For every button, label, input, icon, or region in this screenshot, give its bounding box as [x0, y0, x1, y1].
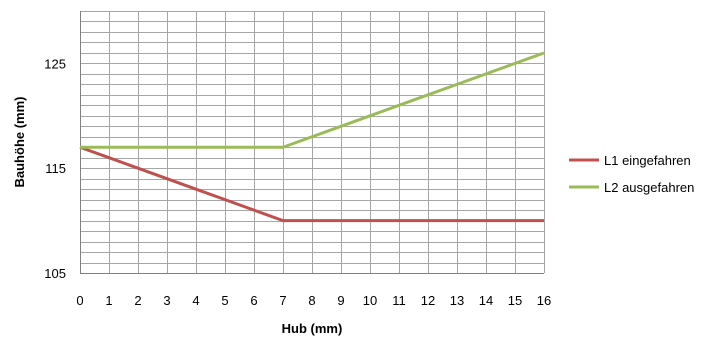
legend: L1 eingefahren L2 ausgefahren: [569, 153, 694, 195]
x-tick-label: 6: [250, 293, 257, 308]
x-tick-label: 15: [508, 293, 522, 308]
x-axis-title: Hub (mm): [282, 321, 343, 336]
x-tick-label: 1: [105, 293, 112, 308]
x-tick-label: 0: [76, 293, 83, 308]
series-line-1: [79, 145, 544, 223]
legend-label-2: L2 ausgefahren: [604, 180, 694, 195]
x-tick-label: 12: [421, 293, 435, 308]
x-tick-label: 10: [363, 293, 377, 308]
x-tick-label: 11: [392, 293, 406, 308]
series-lines: [79, 51, 545, 223]
x-tick-label: 9: [337, 293, 344, 308]
legend-label-1: L1 eingefahren: [604, 153, 691, 168]
x-tick-label: 4: [192, 293, 199, 308]
x-tick-label: 13: [450, 293, 464, 308]
x-tick-label: 3: [163, 293, 170, 308]
x-tick-label: 7: [279, 293, 286, 308]
x-tick-label: 16: [537, 293, 551, 308]
x-tick-label: 8: [308, 293, 315, 308]
x-tick-labels: 0 1 2 3 4 5 6 7 8 9 10 11 12 13 14 15 16: [76, 293, 551, 308]
grid: [80, 11, 545, 274]
y-tick-label: 105: [44, 266, 66, 281]
y-tick-label: 115: [45, 161, 66, 176]
series-line-2: [80, 51, 545, 149]
y-tick-label: 125: [44, 56, 66, 71]
x-tick-label: 5: [221, 293, 228, 308]
y-axis-title: Bauhöhe (mm): [12, 97, 27, 188]
x-tick-label: 14: [479, 293, 493, 308]
y-tick-labels: 105 115 125: [44, 56, 66, 281]
x-tick-label: 2: [134, 293, 141, 308]
